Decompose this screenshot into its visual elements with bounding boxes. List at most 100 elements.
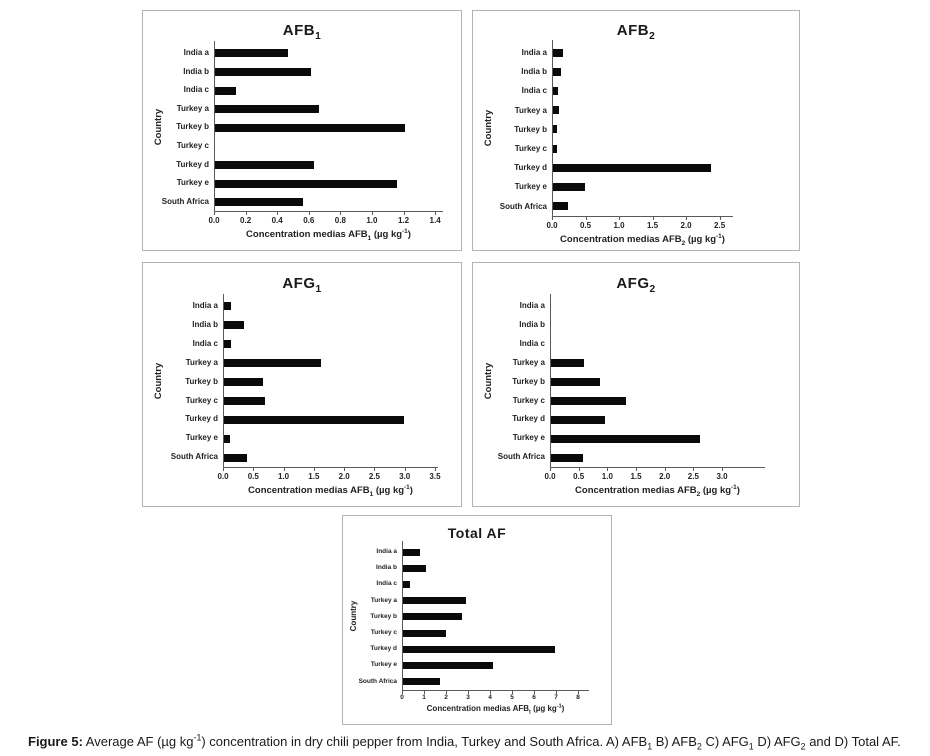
- x-tick-label: 1.4: [429, 216, 441, 226]
- bar: [551, 378, 600, 387]
- x-tick-label: 0.5: [579, 220, 592, 230]
- bar: [403, 548, 420, 556]
- x-tick-mark: [424, 689, 425, 694]
- text-segment: 2: [800, 741, 806, 752]
- category-label: Turkey e: [176, 178, 209, 188]
- category-label: India b: [521, 67, 547, 77]
- x-axis-label: Concentration medias AFB1 (µg kg-1): [183, 483, 478, 498]
- x-tick-label: 2.5: [687, 472, 699, 482]
- x-tick-mark: [446, 689, 447, 694]
- y-axis-line: [223, 294, 224, 468]
- x-tick-label: 1.2: [397, 216, 410, 226]
- x-tick-label: 2.0: [659, 472, 671, 482]
- text-segment: Average AF (µg kg: [82, 734, 194, 749]
- x-tick-mark: [512, 689, 513, 694]
- y-axis-line: [214, 41, 215, 212]
- category-label: Turkey c: [370, 629, 397, 636]
- text-segment: 1: [315, 284, 322, 295]
- bar: [224, 396, 265, 405]
- category-label: Turkey b: [370, 612, 397, 620]
- text-segment: Concentration medias AFB: [426, 703, 530, 713]
- text-segment: C) AFG: [701, 734, 749, 749]
- bar: [224, 415, 404, 424]
- category-label: Turkey e: [514, 182, 547, 192]
- x-tick-label: 0.4: [271, 216, 283, 226]
- bar: [224, 453, 247, 462]
- x-tick-label: 0.0: [544, 472, 556, 482]
- x-axis-label: Concentration medias AFB2 (µg kg-1): [512, 233, 773, 247]
- category-label: India c: [376, 580, 397, 588]
- x-tick-label: 5: [510, 693, 514, 701]
- category-label: Turkey e: [185, 433, 218, 443]
- x-tick-label: 3.5: [429, 472, 441, 482]
- text-segment: 1: [315, 31, 322, 42]
- bar: [403, 564, 427, 572]
- chart-title: AFB1: [143, 22, 461, 42]
- x-tick-label: 0.8: [334, 216, 346, 226]
- x-tick-label: 0.2: [240, 216, 252, 226]
- x-tick-label: 1.0: [366, 216, 378, 226]
- category-label: India b: [183, 66, 209, 76]
- category-label: Turkey a: [514, 105, 547, 115]
- x-tick-mark: [636, 467, 637, 472]
- x-tick-label: 0.0: [546, 220, 558, 230]
- bar: [215, 86, 236, 95]
- text-segment: AFG: [616, 275, 650, 292]
- text-segment: -1: [404, 483, 410, 491]
- x-tick-label: 8: [576, 693, 580, 701]
- figure-caption: Figure 5: Average AF (µg kg-1) concentra…: [28, 733, 922, 752]
- text-segment: 1: [748, 741, 754, 752]
- bar: [224, 378, 263, 387]
- x-tick-label: 3.0: [399, 472, 411, 482]
- x-tick-mark: [253, 467, 255, 472]
- text-segment: ): [561, 703, 565, 713]
- bar: [224, 359, 321, 368]
- text-segment: (µg kg: [700, 485, 732, 497]
- y-axis-line: [550, 294, 551, 468]
- x-tick-label: 0.5: [573, 472, 585, 482]
- x-tick-mark: [434, 467, 436, 472]
- x-tick-mark: [277, 211, 279, 216]
- category-label: India a: [521, 48, 547, 57]
- bar: [215, 49, 288, 58]
- text-segment: ) concentration in dry chili pepper from…: [201, 734, 648, 749]
- category-label: Turkey c: [514, 144, 547, 153]
- text-segment: (µg kg: [373, 485, 405, 497]
- x-tick-mark: [550, 467, 551, 472]
- category-label: Turkey d: [185, 414, 218, 424]
- x-tick-mark: [468, 689, 469, 694]
- bar: [553, 183, 585, 191]
- bar: [553, 67, 562, 76]
- category-label: India b: [519, 319, 545, 329]
- chart-panel-afb1: AFB1 Country India a India b India c Turkey a…: [142, 10, 462, 251]
- category-label: India a: [192, 301, 218, 310]
- text-segment: ): [407, 229, 411, 241]
- text-segment: 2: [649, 31, 656, 42]
- category-label: Turkey b: [185, 376, 218, 386]
- x-tick-label: 2.5: [368, 472, 380, 482]
- category-label: South Africa: [161, 196, 209, 206]
- bar: [551, 415, 606, 424]
- bar: [215, 67, 312, 76]
- category-label: South Africa: [170, 452, 218, 462]
- x-tick-label: 1.5: [646, 220, 659, 230]
- bar: [403, 613, 463, 621]
- x-tick-mark: [374, 467, 376, 472]
- text-segment: (µg kg: [530, 703, 557, 713]
- category-label: India a: [183, 48, 209, 57]
- category-label: Turkey d: [176, 159, 209, 169]
- bar: [224, 321, 244, 330]
- text-segment: 2: [696, 490, 701, 498]
- category-label: India a: [519, 301, 545, 310]
- x-tick-label: 1: [422, 693, 426, 701]
- x-tick-label: 1.0: [601, 472, 613, 482]
- category-label: Turkey d: [512, 414, 545, 424]
- category-label: India c: [192, 338, 218, 348]
- text-segment: -1: [556, 703, 562, 710]
- chart-panel-total-af: Total AF Country India a India b India c Turk…: [342, 515, 612, 725]
- x-tick-mark: [223, 467, 224, 472]
- text-segment: AFB: [282, 22, 316, 39]
- category-label: South Africa: [499, 201, 547, 211]
- bar: [215, 160, 315, 169]
- x-tick-mark: [245, 211, 247, 216]
